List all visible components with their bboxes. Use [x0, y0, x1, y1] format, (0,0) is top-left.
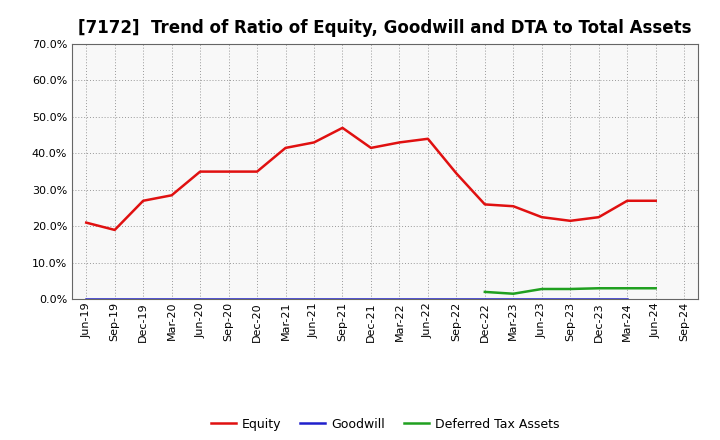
Legend: Equity, Goodwill, Deferred Tax Assets: Equity, Goodwill, Deferred Tax Assets: [206, 413, 564, 436]
Goodwill: [566, 297, 575, 302]
Goodwill: [310, 297, 318, 302]
Goodwill: [282, 297, 290, 302]
Equity: [366, 145, 375, 150]
Goodwill: [366, 297, 375, 302]
Goodwill: [225, 297, 233, 302]
Goodwill: [480, 297, 489, 302]
Goodwill: [196, 297, 204, 302]
Goodwill: [82, 297, 91, 302]
Goodwill: [338, 297, 347, 302]
Equity: [282, 145, 290, 150]
Goodwill: [452, 297, 461, 302]
Equity: [253, 169, 261, 174]
Goodwill: [509, 297, 518, 302]
Deferred Tax Assets: [509, 291, 518, 297]
Equity: [595, 215, 603, 220]
Goodwill: [110, 297, 119, 302]
Goodwill: [623, 297, 631, 302]
Equity: [167, 193, 176, 198]
Equity: [310, 140, 318, 145]
Goodwill: [167, 297, 176, 302]
Equity: [110, 227, 119, 233]
Equity: [623, 198, 631, 203]
Equity: [225, 169, 233, 174]
Goodwill: [423, 297, 432, 302]
Equity: [652, 198, 660, 203]
Title: [7172]  Trend of Ratio of Equity, Goodwill and DTA to Total Assets: [7172] Trend of Ratio of Equity, Goodwil…: [78, 19, 692, 37]
Deferred Tax Assets: [652, 286, 660, 291]
Goodwill: [253, 297, 261, 302]
Deferred Tax Assets: [566, 286, 575, 292]
Equity: [509, 204, 518, 209]
Equity: [338, 125, 347, 131]
Equity: [566, 218, 575, 224]
Equity: [139, 198, 148, 203]
Deferred Tax Assets: [595, 286, 603, 291]
Deferred Tax Assets: [480, 289, 489, 294]
Goodwill: [595, 297, 603, 302]
Line: Deferred Tax Assets: Deferred Tax Assets: [485, 288, 656, 294]
Equity: [480, 202, 489, 207]
Equity: [537, 215, 546, 220]
Goodwill: [139, 297, 148, 302]
Equity: [196, 169, 204, 174]
Line: Equity: Equity: [86, 128, 656, 230]
Equity: [395, 140, 404, 145]
Deferred Tax Assets: [623, 286, 631, 291]
Goodwill: [395, 297, 404, 302]
Goodwill: [537, 297, 546, 302]
Equity: [452, 171, 461, 176]
Equity: [82, 220, 91, 225]
Equity: [423, 136, 432, 141]
Deferred Tax Assets: [537, 286, 546, 292]
